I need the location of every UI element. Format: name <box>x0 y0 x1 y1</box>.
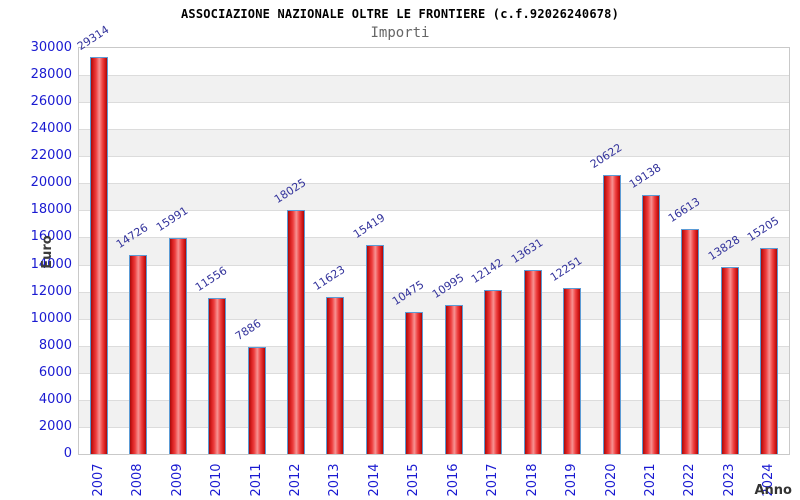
x-tick-2010: 2010 <box>209 463 225 497</box>
x-tick-2012: 2012 <box>287 463 303 497</box>
plot-band <box>79 237 789 265</box>
y-tick-0: 0 <box>63 446 72 461</box>
y-tick-4000: 4000 <box>38 391 72 407</box>
x-tick-2017: 2017 <box>485 463 501 497</box>
y-tick-14000: 14000 <box>30 256 72 272</box>
bar-2012 <box>286 210 305 454</box>
plot-band <box>79 426 789 454</box>
plot-band <box>79 399 789 427</box>
bar-2009 <box>168 237 187 454</box>
plot-band <box>79 345 789 373</box>
gridline <box>79 102 789 104</box>
gridline <box>79 372 789 374</box>
gridline <box>79 129 789 131</box>
y-tick-22000: 22000 <box>30 148 72 164</box>
bar-2020 <box>602 174 621 454</box>
y-tick-24000: 24000 <box>30 121 72 137</box>
x-tick-2007: 2007 <box>90 463 106 497</box>
y-tick-2000: 2000 <box>38 418 72 434</box>
gridline <box>79 183 789 185</box>
gridline <box>79 318 789 320</box>
plot-band <box>79 291 789 319</box>
plot-band <box>79 48 789 76</box>
plot-band <box>79 156 789 184</box>
y-tick-30000: 30000 <box>30 40 72 55</box>
gridline <box>79 399 789 401</box>
x-axis-title: Anno <box>754 483 792 498</box>
chart-subtitle: Importi <box>370 25 430 41</box>
y-tick-16000: 16000 <box>30 229 72 245</box>
x-tick-2008: 2008 <box>130 463 146 497</box>
gridline <box>79 210 789 212</box>
bar-2015 <box>405 312 424 454</box>
plot-band <box>79 129 789 157</box>
bar-2010 <box>208 297 227 454</box>
gridline <box>79 345 789 347</box>
y-tick-12000: 12000 <box>30 283 72 299</box>
gridline <box>79 426 789 428</box>
gridline <box>79 237 789 239</box>
x-tick-2021: 2021 <box>642 463 658 497</box>
gridline <box>79 156 789 158</box>
y-tick-10000: 10000 <box>30 310 72 326</box>
x-tick-2015: 2015 <box>406 463 422 497</box>
y-tick-28000: 28000 <box>30 67 72 83</box>
x-tick-2016: 2016 <box>445 463 461 497</box>
plot-band <box>79 372 789 400</box>
bar-2014 <box>365 245 384 454</box>
plot-area <box>78 47 790 455</box>
x-tick-2020: 2020 <box>603 463 619 497</box>
gridline <box>79 291 789 293</box>
bar-2024 <box>760 248 779 454</box>
y-tick-26000: 26000 <box>30 94 72 110</box>
plot-band <box>79 102 789 130</box>
bar-2019 <box>563 288 582 454</box>
bar-2016 <box>444 305 463 454</box>
plot-band <box>79 318 789 346</box>
plot-band <box>79 183 789 211</box>
x-tick-2013: 2013 <box>327 463 343 497</box>
gridline <box>79 264 789 266</box>
bar-2007 <box>89 57 108 454</box>
y-tick-8000: 8000 <box>38 337 72 353</box>
y-axis-title: Euro <box>40 235 55 269</box>
x-tick-2014: 2014 <box>366 463 382 497</box>
x-tick-2022: 2022 <box>682 463 698 497</box>
x-tick-2019: 2019 <box>564 463 580 497</box>
x-tick-2009: 2009 <box>169 463 185 497</box>
plot-band <box>79 264 789 292</box>
plot-band <box>79 210 789 238</box>
bar-2022 <box>681 229 700 454</box>
bar-2018 <box>523 269 542 454</box>
bar-2011 <box>247 347 266 454</box>
x-tick-2018: 2018 <box>524 463 540 497</box>
gridline <box>79 75 789 77</box>
y-tick-6000: 6000 <box>38 364 72 380</box>
y-tick-20000: 20000 <box>30 175 72 191</box>
bar-2021 <box>641 195 660 454</box>
y-tick-18000: 18000 <box>30 202 72 218</box>
bar-2008 <box>129 254 148 454</box>
chart-title: ASSOCIAZIONE NAZIONALE OLTRE LE FRONTIER… <box>180 7 620 21</box>
bar-2023 <box>720 266 739 454</box>
bar-2017 <box>484 289 503 454</box>
x-tick-2011: 2011 <box>248 463 264 497</box>
plot-band <box>79 75 789 103</box>
bar-2013 <box>326 296 345 454</box>
x-tick-2023: 2023 <box>721 463 737 497</box>
